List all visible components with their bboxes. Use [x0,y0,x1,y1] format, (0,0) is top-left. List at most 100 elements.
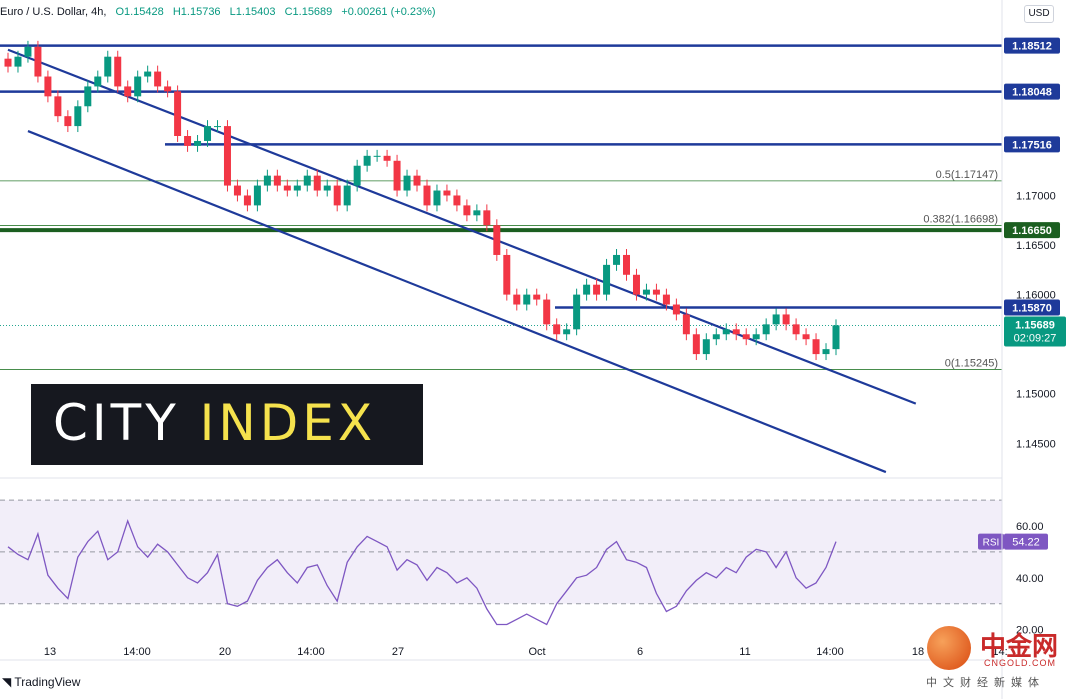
candle-body [543,299,551,325]
level-label: 1.17516 [1012,139,1052,151]
candle-body [184,136,192,146]
candle-body [463,205,471,216]
candle-body [283,185,291,191]
candle-body [253,185,261,206]
candle-body [273,175,281,186]
time-tick-label: 18 [912,646,924,658]
candle-body [553,324,561,335]
currency-button[interactable]: USD [1024,5,1054,23]
candle-body [523,294,531,305]
candle-body [343,185,351,206]
candle-body [583,284,591,295]
candle-body [652,289,660,295]
level-label: 1.16650 [1012,225,1052,237]
price-tick-label: 1.17000 [1016,190,1056,202]
candle-body [493,225,501,255]
time-tick-label: 11 [739,646,750,658]
candle-body [692,334,700,355]
city-index-logo: CITY INDEX [31,384,423,465]
candle-body [303,175,311,186]
rsi-value-label: 54.22 [1012,537,1040,549]
candle-body [672,304,680,315]
candle-body [513,294,521,305]
rsi-panel: 60.00 40.00 20.00 RSI 54.22 [0,499,1048,637]
watermark-title: 中金网 [980,632,1059,662]
candle-body [662,294,670,305]
candle-body [453,195,461,206]
level-price-tag [1004,299,1060,316]
price-tick-label: 1.15000 [1016,389,1056,401]
candle-body [443,190,451,196]
candle-body [393,160,401,191]
ohlc-low: L1.15403 [229,6,276,18]
level-price-tag [1004,136,1060,153]
candle-body [223,126,231,186]
candle-body [752,334,760,340]
candle-body [34,46,42,77]
candle-body [134,76,142,97]
level-price-tag [1004,37,1060,54]
candle-body [632,274,640,295]
candle-body [204,126,212,141]
channel-line-lower [27,130,887,474]
candle-body [323,185,331,191]
rsi-band [0,500,1002,604]
current-price-tag [1004,316,1066,347]
price-tick-label: 1.16500 [1016,240,1056,252]
price-tick-label: 1.16000 [1016,290,1056,302]
time-tick-label: 14:00 [816,646,844,658]
candle-body [822,349,830,355]
level-label: 1.15870 [1012,302,1052,314]
candle-body [563,329,571,335]
candle-body [263,175,271,186]
candle-body [613,254,621,265]
candle-body [732,329,740,335]
candle-body [762,324,770,335]
candle-body [94,76,102,87]
horizontal-levels: 1.18512 1.18048 1.17516 1.16650 1.15870 0.5(1… [0,37,1066,370]
cngold-watermark: 中金网 CNGOLD.COM 中文财经新媒体 [922,622,1080,699]
candle-body [642,289,650,295]
candle-body [722,329,730,335]
price-tick-label: 1.14500 [1016,438,1056,450]
time-tick-label: 14:00 [123,646,151,658]
candle-body [832,325,840,350]
candle-body [194,140,202,146]
candle-body [473,210,481,216]
level-price-tag [1004,222,1060,239]
tradingview-icon: ◥ [2,675,15,689]
symbol-name: Euro / U.S. Dollar, 4h, [0,6,107,18]
candle-body [333,185,341,206]
candle-body [104,56,112,77]
fib-label: 0.382(1.16698) [923,213,998,225]
candle-body [243,195,251,206]
candle-body [383,155,391,161]
rsi-tick-label: 20.00 [1016,625,1044,637]
candle-body [124,86,132,97]
tradingview-brand[interactable]: ◥ TradingView [2,675,80,689]
candle-body [363,155,371,166]
time-tick-label: 14: [992,646,1007,658]
candle-body [64,116,72,127]
candle-body [144,71,152,77]
ohlc-high: H1.15736 [172,6,221,18]
candle-body [503,254,511,295]
candle-body [373,155,381,157]
candles [4,40,840,361]
rsi-line [7,518,837,626]
candle-body [593,284,601,295]
time-tick-label: 13 [44,646,56,658]
rsi-tick-label: 40.00 [1016,573,1044,585]
time-tick-label: 20 [219,646,231,658]
candle-body [573,294,581,330]
candle-body [682,314,690,335]
candle-body [233,185,241,196]
price-axis: 1.14500 1.15000 1.16000 1.16500 1.17000 [0,0,1056,699]
rsi-value-tag [1004,533,1048,550]
fib-label: 0.5(1.17147) [936,169,998,181]
candle-body [54,96,62,117]
candle-body [483,210,491,226]
candle-body [433,190,441,206]
candle-body [213,126,221,128]
symbol-legend: Euro / U.S. Dollar, 4h, O1.15428 H1.1573… [0,6,442,18]
